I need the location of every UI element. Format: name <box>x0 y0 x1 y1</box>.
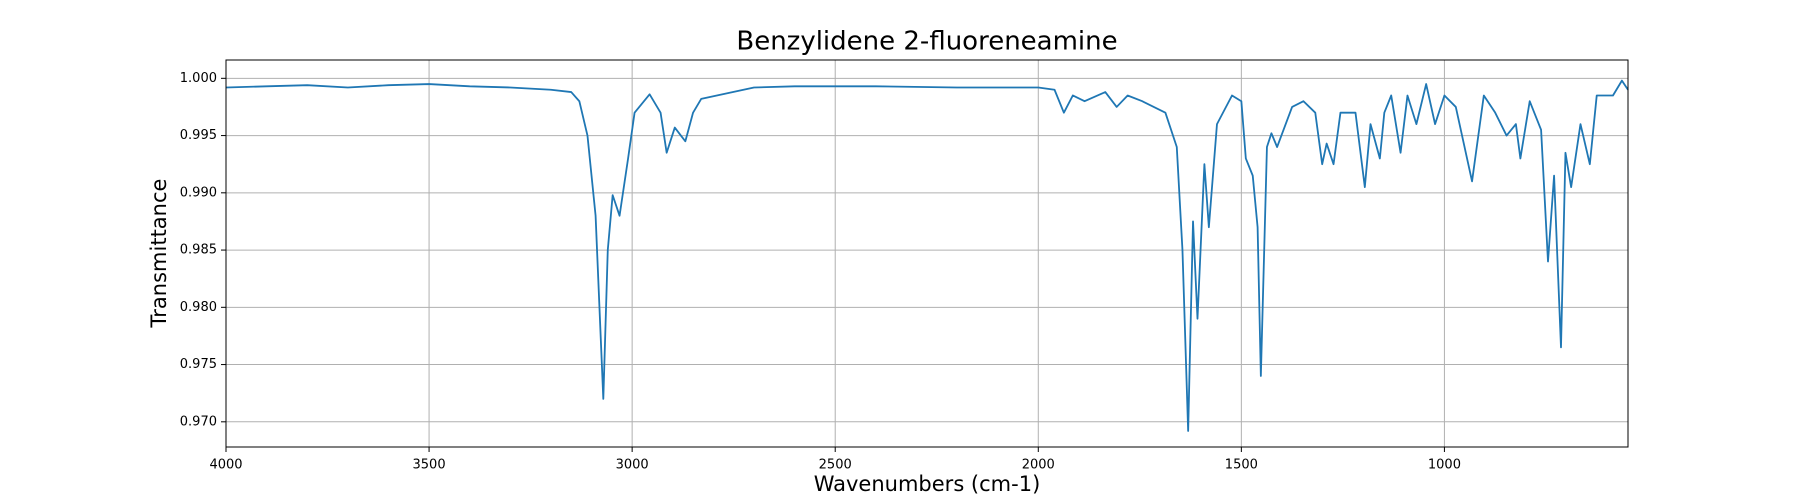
x-tick-label: 3500 <box>413 458 446 473</box>
y-tick-label: 0.970 <box>180 414 217 429</box>
x-tick-label: 4000 <box>209 458 242 473</box>
y-tick-label: 0.990 <box>180 185 217 200</box>
x-axis-label: Wavenumbers (cm-1) <box>814 472 1041 496</box>
x-tick-label: 3000 <box>616 458 649 473</box>
y-axis-label: Transmittance <box>147 179 171 329</box>
x-tick-label: 1000 <box>1428 458 1461 473</box>
spectrum-line <box>225 79 1629 432</box>
y-tick-label: 1.000 <box>180 71 217 86</box>
y-tick-label: 0.975 <box>180 357 217 372</box>
x-tick-label: 1500 <box>1225 458 1258 473</box>
x-tick-label: 2000 <box>1022 458 1055 473</box>
y-tick-label: 0.995 <box>180 128 217 143</box>
chart-title: Benzylidene 2-fluoreneamine <box>736 27 1117 57</box>
y-tick-label: 0.985 <box>180 243 217 258</box>
x-tick-label: 2500 <box>819 458 852 473</box>
plot-frame <box>225 59 1629 448</box>
y-tick-label: 0.980 <box>180 300 217 315</box>
